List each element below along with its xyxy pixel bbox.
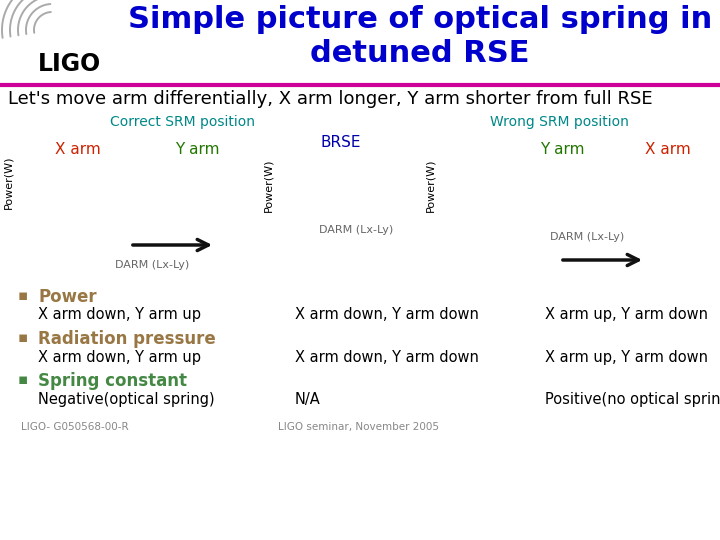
Text: X arm up, Y arm down: X arm up, Y arm down bbox=[545, 307, 708, 322]
Text: X arm: X arm bbox=[55, 142, 101, 157]
Text: Power: Power bbox=[38, 288, 96, 306]
Text: DARM (Lx-Ly): DARM (Lx-Ly) bbox=[115, 260, 189, 270]
Text: Wrong SRM position: Wrong SRM position bbox=[490, 115, 629, 129]
Text: Correct SRM position: Correct SRM position bbox=[110, 115, 255, 129]
Text: ▪: ▪ bbox=[18, 288, 28, 303]
Text: Y arm: Y arm bbox=[175, 142, 220, 157]
Text: Simple picture of optical spring in
detuned RSE: Simple picture of optical spring in detu… bbox=[128, 5, 712, 68]
Text: Spring constant: Spring constant bbox=[38, 372, 187, 390]
Text: LIGO seminar, November 2005: LIGO seminar, November 2005 bbox=[277, 422, 438, 432]
Text: Let's move arm differentially, X arm longer, Y arm shorter from full RSE: Let's move arm differentially, X arm lon… bbox=[8, 90, 652, 108]
Text: X arm up, Y arm down: X arm up, Y arm down bbox=[545, 350, 708, 365]
Text: Power(W): Power(W) bbox=[3, 156, 13, 209]
Text: Radiation pressure: Radiation pressure bbox=[38, 330, 216, 348]
Text: LIGO: LIGO bbox=[38, 52, 102, 76]
Text: Negative(optical spring): Negative(optical spring) bbox=[38, 392, 215, 407]
Text: X arm down, Y arm down: X arm down, Y arm down bbox=[295, 307, 479, 322]
Text: N/A: N/A bbox=[295, 392, 320, 407]
Text: Power(W): Power(W) bbox=[425, 158, 435, 212]
Text: Positive(no optical spring): Positive(no optical spring) bbox=[545, 392, 720, 407]
Text: X arm down, Y arm up: X arm down, Y arm up bbox=[38, 307, 201, 322]
Text: LIGO- G050568-00-R: LIGO- G050568-00-R bbox=[21, 422, 129, 432]
Text: X arm down, Y arm up: X arm down, Y arm up bbox=[38, 350, 201, 365]
Text: X arm: X arm bbox=[645, 142, 690, 157]
Text: Y arm: Y arm bbox=[540, 142, 585, 157]
Text: X arm down, Y arm down: X arm down, Y arm down bbox=[295, 350, 479, 365]
Text: BRSE: BRSE bbox=[320, 135, 361, 150]
Text: ▪: ▪ bbox=[18, 372, 28, 387]
Text: ▪: ▪ bbox=[18, 330, 28, 345]
Text: DARM (Lx-Ly): DARM (Lx-Ly) bbox=[550, 232, 624, 242]
Text: Power(W): Power(W) bbox=[263, 158, 273, 212]
Text: DARM (Lx-Ly): DARM (Lx-Ly) bbox=[319, 225, 393, 235]
